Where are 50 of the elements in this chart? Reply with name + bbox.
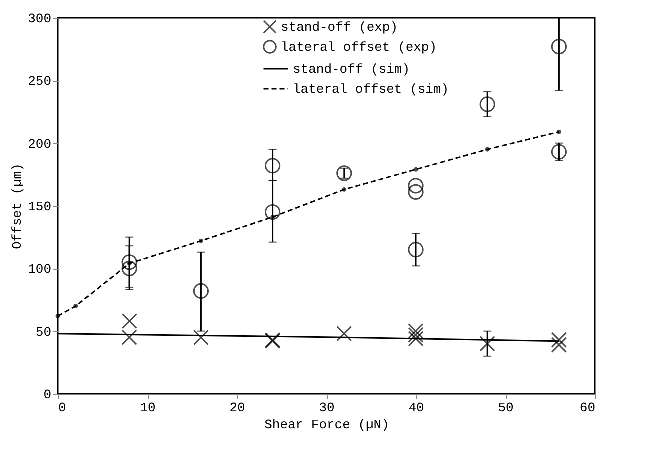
- x-tick-label: 60: [580, 400, 596, 416]
- point: [122, 313, 138, 330]
- point: [408, 242, 424, 258]
- y-tick-label: 0: [44, 388, 52, 402]
- legend-label: stand-off (sim): [293, 62, 410, 77]
- point: [342, 187, 347, 192]
- y-tick-label: 250: [28, 74, 52, 90]
- point: [122, 254, 138, 270]
- point: [408, 331, 424, 347]
- point: [485, 147, 490, 152]
- point: [264, 158, 281, 174]
- point: [414, 167, 418, 172]
- point: [480, 336, 496, 352]
- point: [556, 130, 562, 134]
- x-tick-label: 20: [230, 400, 246, 416]
- y-tick-label: 50: [36, 324, 52, 340]
- point: [551, 337, 568, 353]
- point: [122, 330, 138, 346]
- point: [56, 314, 60, 319]
- y-tick-label: 150: [28, 200, 52, 214]
- legend-label: stand-off (exp): [281, 20, 398, 35]
- y-tick-label: 300: [28, 12, 52, 26]
- legend-label: lateral offset (sim): [293, 82, 450, 97]
- x-tick-label: 0: [58, 400, 66, 416]
- point: [551, 39, 568, 55]
- point: [551, 144, 568, 160]
- x-tick-label: 30: [319, 400, 335, 416]
- point: [551, 332, 568, 348]
- x-tick-label: 10: [140, 400, 156, 416]
- x-axis-title: Shear Force (µN): [264, 418, 390, 432]
- point: [336, 166, 352, 182]
- point: [336, 326, 352, 342]
- x-tick-label: 50: [498, 400, 514, 416]
- point: [408, 178, 424, 194]
- y-tick-label: 200: [28, 136, 52, 152]
- point: [122, 260, 138, 276]
- point: [408, 324, 424, 340]
- point: [198, 238, 204, 244]
- legend-label: lateral offset (exp): [281, 40, 438, 55]
- y-tick-label: 100: [28, 262, 52, 278]
- point: [264, 204, 281, 220]
- point: [193, 330, 210, 346]
- x-tick-label: 40: [408, 400, 424, 416]
- y-axis-title: Offset (µm): [10, 164, 26, 250]
- point: [74, 304, 78, 308]
- point: [408, 327, 424, 343]
- point: [480, 96, 496, 112]
- point: [193, 283, 210, 300]
- point: [408, 184, 424, 200]
- point: [270, 215, 276, 220]
